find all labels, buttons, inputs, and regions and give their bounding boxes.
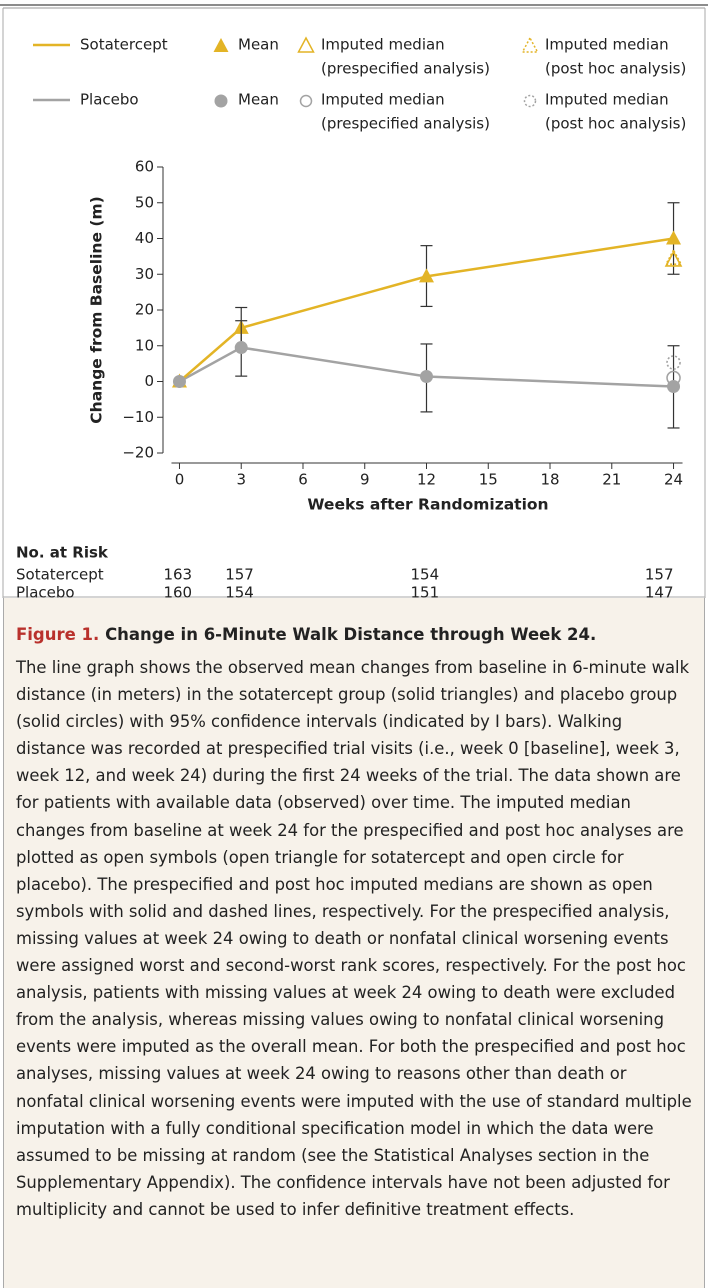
risk-row-label: Placebo [16,584,75,599]
x-tick-label: 15 [479,471,498,489]
y-tick-label: 20 [135,301,154,319]
legend-label: Sotatercept [80,36,168,54]
legend-label: Mean [238,91,279,109]
y-axis-title: Change from Baseline (m) [88,196,106,423]
x-tick-label: 12 [417,471,436,489]
mean-marker [666,230,682,245]
y-tick-label: −20 [122,444,154,462]
figure-title: Change in 6-Minute Walk Distance through… [105,625,597,644]
y-tick-label: 30 [135,265,154,283]
legend-label: Mean [238,36,279,54]
y-tick-label: 60 [135,158,154,176]
risk-count: 147 [645,584,674,599]
mean-marker [172,375,186,388]
legend-label: (post hoc analysis) [545,115,686,133]
legend-label: (post hoc analysis) [545,60,686,78]
risk-row-label: Sotatercept [16,566,104,584]
imputed-median [666,355,681,370]
risk-count: 160 [163,584,192,599]
legend-label: Imputed median [545,91,669,109]
caption-text: The line graph shows the observed mean c… [16,658,692,1219]
chart: Change from Baseline (m) Weeks after Ran… [0,4,708,599]
legend-label: Imputed median [321,36,445,54]
risk-count: 154 [225,584,254,599]
caption-heading: Figure 1. Change in 6-Minute Walk Distan… [16,622,694,648]
x-tick-label: 21 [602,471,621,489]
risk-count: 163 [163,566,192,584]
legend-marker [214,94,228,108]
mean-marker [419,268,434,283]
risk-count: 157 [645,566,674,584]
y-tick-label: −10 [122,408,154,426]
legend-label: (prespecified analysis) [321,60,490,78]
caption: Figure 1. Change in 6-Minute Walk Distan… [3,598,705,1288]
x-tick-label: 24 [664,471,683,489]
x-tick-label: 9 [360,471,370,489]
mean-marker [420,369,433,383]
y-tick-label: 0 [144,372,154,390]
risk-count: 154 [411,566,440,584]
legend-marker [523,94,537,108]
risk-count: 151 [411,584,440,599]
legend-label: Placebo [80,91,139,109]
imputed-median [664,250,683,267]
mean-marker [234,341,248,355]
y-tick-label: 40 [135,229,154,247]
legend-label: (prespecified analysis) [321,115,490,133]
legend-marker [521,36,539,53]
legend-label: Imputed median [321,91,445,109]
x-axis-title: Weeks after Randomization [307,496,548,514]
legend-marker [299,94,313,108]
legend-marker [297,36,315,53]
series-line [178,346,674,388]
mean-marker [667,380,681,394]
x-tick-label: 3 [236,471,246,489]
risk-title: No. at Risk [16,544,109,562]
series-line [178,237,674,383]
x-tick-label: 0 [175,471,185,489]
y-tick-label: 10 [135,336,154,354]
x-tick-label: 6 [298,471,308,489]
figure-label: Figure 1. [16,625,100,644]
x-tick-label: 18 [540,471,559,489]
legend-label: Imputed median [545,36,669,54]
y-tick-label: 50 [135,193,154,211]
risk-count: 157 [225,566,254,584]
legend-marker [213,38,229,52]
